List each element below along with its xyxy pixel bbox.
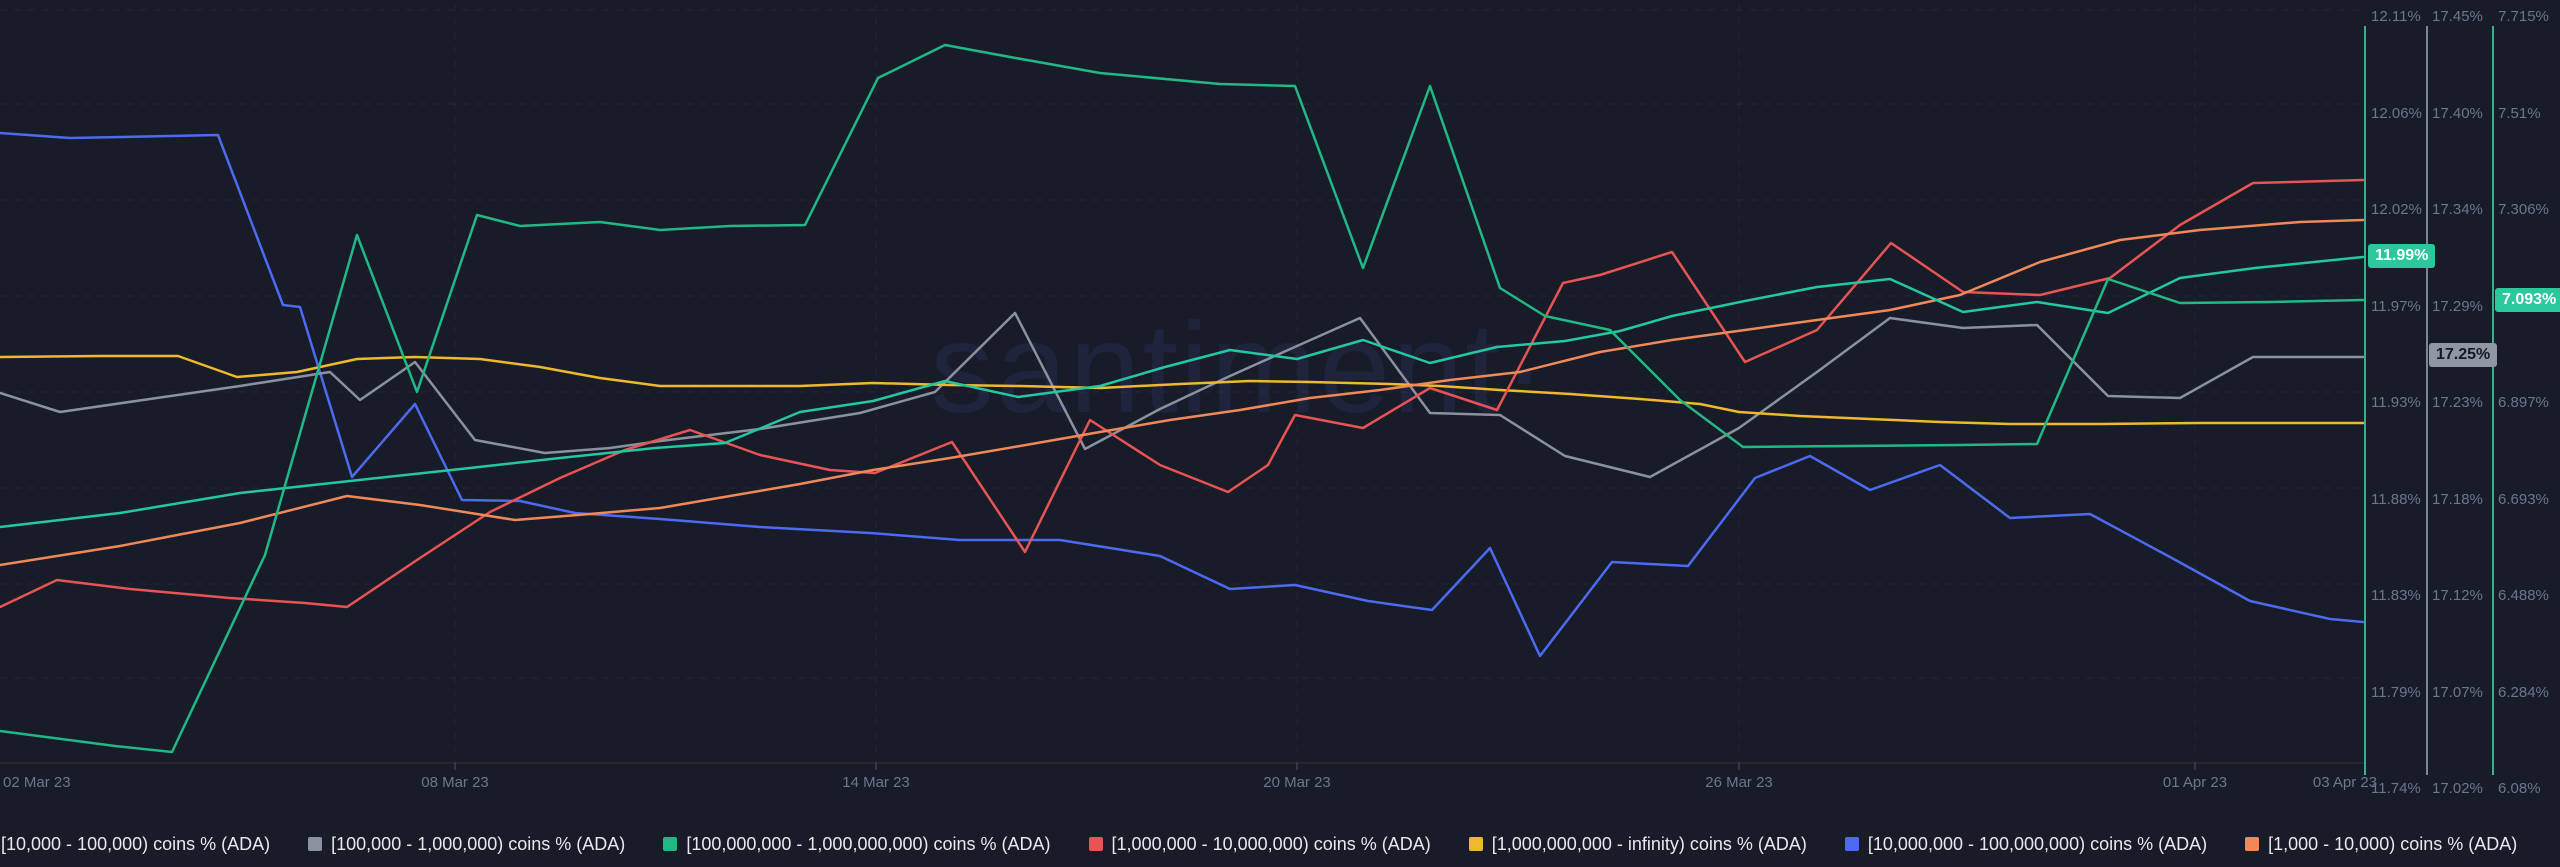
legend-item[interactable]: [10,000,000 - 100,000,000) coins % (ADA) (1844, 833, 2208, 855)
legend-label: [1,000,000 - 10,000,000) coins % (ADA) (1111, 833, 1431, 854)
legend-label: [10,000 - 100,000) coins % (ADA) (1, 833, 271, 854)
y-tick-label-a1: 11.88% (2371, 490, 2421, 508)
x-axis-label: 26 Mar 23 (1705, 774, 1773, 791)
legend-item[interactable]: [1,000 - 10,000) coins % (ADA) (2245, 834, 2517, 855)
y-tick-label-a1: 11.74% (2371, 780, 2421, 797)
y-tick-label-a1: 12.02% (2371, 201, 2422, 218)
y-tick-label-a2: 17.18% (2432, 490, 2483, 508)
legend-item[interactable]: [1,000,000,000 - infinity) coins % (ADA) (1468, 833, 1807, 855)
x-axis-label: 01 Apr 23 (2162, 774, 2228, 791)
y-tick-label-a3: 7.51% (2498, 104, 2541, 122)
legend-swatch-icon (1468, 837, 1483, 851)
y-tick-label-a1: 12.11% (2371, 8, 2421, 25)
legend: [10,000 - 100,000) coins % (ADA) [100,000… (0, 826, 2560, 862)
series-line-red[interactable] (0, 178, 2365, 609)
y-tick-label-a2: 17.29% (2432, 297, 2483, 315)
last-value-badge-a3: 7.093% (2495, 288, 2560, 312)
last-value-badge-a2: 17.25% (2429, 343, 2498, 367)
y-tick-label-a3: 6.488% (2498, 587, 2549, 604)
series-line-orange[interactable] (0, 218, 2365, 567)
y-tick-label-a3: 7.306% (2498, 201, 2549, 218)
series-line-teal[interactable] (0, 255, 2365, 529)
x-axis-label: 20 Mar 23 (1263, 774, 1331, 791)
legend-swatch-icon (663, 837, 678, 851)
y-tick-label-a1: 11.79% (2371, 683, 2421, 701)
series-line-blue[interactable] (0, 131, 2365, 658)
y-tick-label-a1: 11.93% (2371, 394, 2421, 411)
y-tick-label-a3: 6.897% (2498, 394, 2549, 411)
legend-swatch-icon (308, 837, 323, 851)
y-tick-label-a1: 12.06% (2371, 104, 2422, 122)
santiment-watermark: santiment· (930, 297, 1548, 440)
y-tick-label-a3: 7.715% (2498, 8, 2549, 25)
y-tick-label-a2: 17.02% (2432, 780, 2483, 797)
legend-label: [100,000 - 1,000,000) coins % (ADA) (331, 833, 626, 854)
x-axis-label: 02 Mar 23 (3, 774, 71, 791)
chart-canvas[interactable] (0, 0, 2560, 810)
legend-label: [100,000,000 - 1,000,000,000) coins % (A… (686, 833, 1051, 854)
y-tick-label-a1: 11.97% (2371, 297, 2421, 315)
series-line-gray[interactable] (0, 311, 2365, 479)
legend-label: [1,000 - 10,000) coins % (ADA) (2268, 833, 2518, 854)
y-tick-label-a3: 6.08% (2498, 780, 2541, 797)
legend-swatch-icon (1088, 837, 1103, 851)
y-tick-label-a2: 17.45% (2432, 8, 2483, 25)
y-tick-label-a2: 17.34% (2432, 201, 2483, 218)
legend-swatch-icon (1844, 837, 1859, 851)
series-line-green[interactable] (0, 43, 2365, 754)
legend-item[interactable]: [100,000 - 1,000,000) coins % (ADA) (308, 834, 625, 855)
y-tick-label-a2: 17.23% (2432, 394, 2483, 411)
legend-swatch-icon (2245, 837, 2260, 851)
y-tick-label-a2: 17.12% (2432, 587, 2483, 604)
legend-item[interactable]: [100,000,000 - 1,000,000,000) coins % (A… (663, 833, 1051, 855)
series-line-yellow[interactable] (0, 354, 2365, 426)
x-axis-label: 03 Apr 23 (2312, 774, 2378, 791)
last-value-badge-a1: 11.99% (2368, 244, 2436, 268)
legend-item[interactable]: [10,000 - 100,000) coins % (ADA) (1, 833, 271, 855)
legend-label: [1,000,000,000 - infinity) coins % (ADA) (1491, 833, 1807, 854)
y-tick-label-a3: 6.693% (2498, 490, 2549, 508)
x-axis-label: 14 Mar 23 (842, 774, 910, 791)
y-tick-label-a1: 11.83% (2371, 587, 2421, 604)
y-tick-label-a2: 17.40% (2432, 104, 2483, 122)
x-axis-label: 08 Mar 23 (421, 774, 489, 791)
legend-label: [10,000,000 - 100,000,000) coins % (ADA) (1867, 833, 2208, 854)
y-tick-label-a2: 17.07% (2432, 683, 2483, 701)
y-tick-label-a3: 6.284% (2498, 683, 2549, 701)
legend-item[interactable]: [1,000,000 - 10,000,000) coins % (ADA) (1088, 833, 1431, 855)
